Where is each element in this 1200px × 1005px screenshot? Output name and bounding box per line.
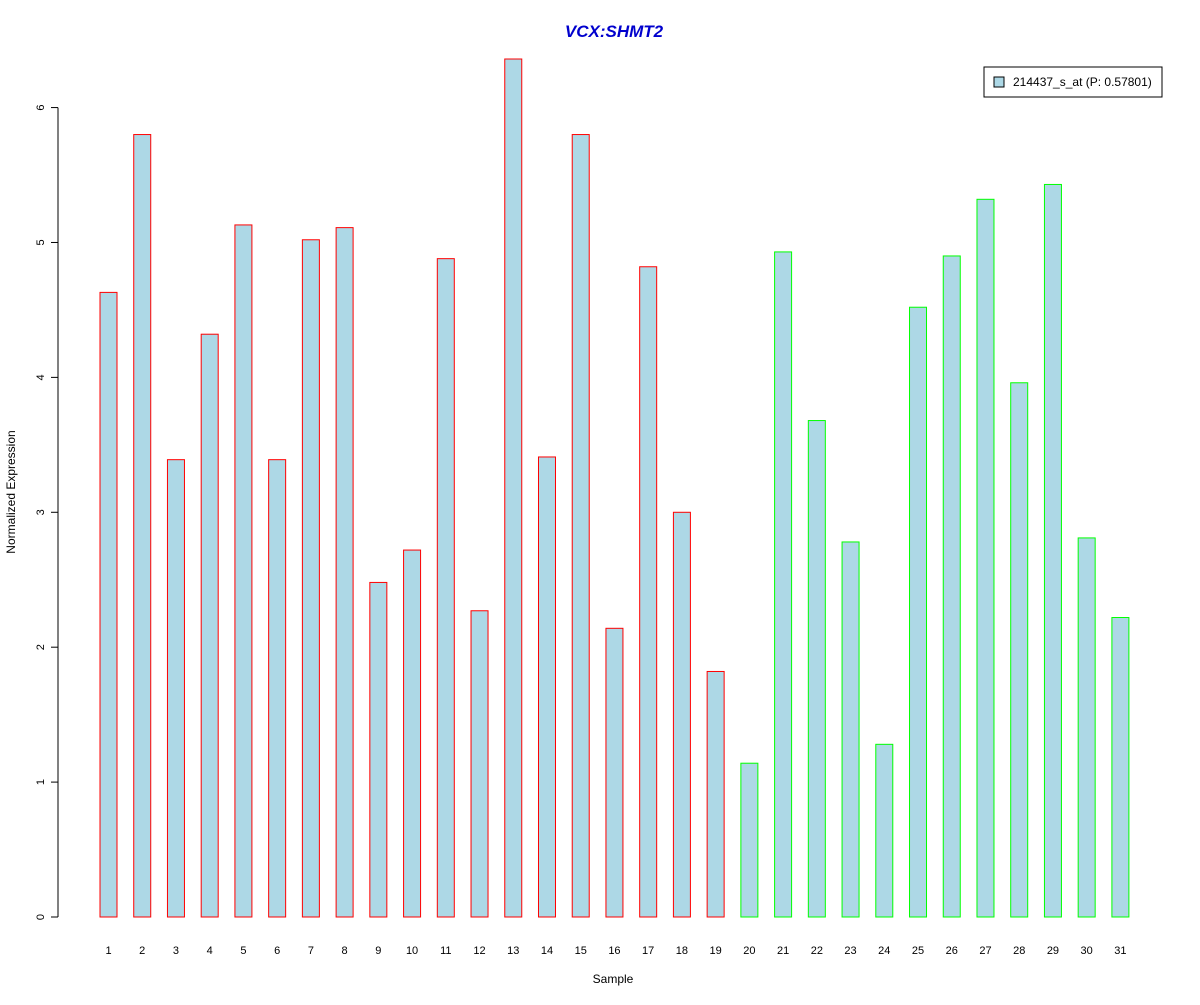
x-tick-label: 1 (105, 945, 111, 957)
y-tick-label: 3 (35, 509, 47, 515)
bar-sample-5 (235, 225, 252, 917)
x-tick-label: 16 (608, 945, 620, 957)
x-tick-label: 4 (207, 945, 213, 957)
x-tick-label: 22 (811, 945, 823, 957)
y-tick-label: 1 (35, 779, 47, 785)
y-tick-label: 0 (35, 914, 47, 920)
bar-sample-16 (606, 628, 623, 917)
legend: 214437_s_at (P: 0.57801) (984, 67, 1162, 97)
bar-sample-21 (775, 252, 792, 917)
bar-sample-26 (943, 256, 960, 917)
bar-sample-23 (842, 542, 859, 917)
bar-sample-30 (1078, 538, 1095, 917)
y-axis: 0 1 2 3 4 5 6 (35, 105, 58, 921)
bar-sample-31 (1112, 618, 1129, 917)
x-tick-label: 14 (541, 945, 553, 957)
x-tick-label: 13 (507, 945, 519, 957)
x-tick-label: 11 (440, 945, 451, 957)
x-tick-label: 6 (274, 945, 280, 957)
x-tick-label: 9 (375, 945, 381, 957)
x-tick-label: 3 (173, 945, 179, 957)
x-tick-label: 15 (575, 945, 587, 957)
x-axis-label: Sample (593, 972, 634, 986)
x-tick-label: 8 (342, 945, 348, 957)
bar-sample-4 (201, 334, 218, 917)
chart-title: VCX:SHMT2 (565, 22, 664, 41)
x-tick-label: 29 (1047, 945, 1059, 957)
chart-container: VCX:SHMT2 Normalized Expression Sample 0… (0, 0, 1200, 1000)
bar-chart: VCX:SHMT2 Normalized Expression Sample 0… (0, 0, 1200, 1000)
bar-sample-12 (471, 611, 488, 917)
bar-sample-13 (505, 59, 522, 917)
bar-sample-3 (167, 460, 184, 917)
bar-sample-24 (876, 744, 893, 917)
bar-sample-22 (808, 421, 825, 917)
bar-sample-9 (370, 582, 387, 917)
bar-sample-6 (269, 460, 286, 917)
bar-sample-1 (100, 292, 117, 917)
bar-sample-10 (404, 550, 421, 917)
bar-sample-15 (572, 135, 589, 917)
bar-sample-27 (977, 199, 994, 917)
x-tick-labels: 1 2 3 4 5 6 7 8 9 10 11 12 13 14 15 16 17 18 19 20 21 22 23 24 2… (105, 945, 1126, 957)
x-tick-label: 12 (473, 945, 485, 957)
bar-sample-8 (336, 228, 353, 917)
x-tick-label: 25 (912, 945, 924, 957)
legend-label: 214437_s_at (P: 0.57801) (1013, 75, 1152, 89)
x-tick-label: 26 (946, 945, 958, 957)
x-tick-label: 28 (1013, 945, 1025, 957)
bar-sample-17 (640, 267, 657, 917)
bar-sample-29 (1044, 184, 1061, 917)
bar-sample-20 (741, 763, 758, 917)
x-tick-label: 24 (878, 945, 890, 957)
bar-sample-2 (134, 135, 151, 917)
legend-swatch (994, 77, 1004, 87)
x-tick-label: 17 (642, 945, 654, 957)
x-tick-label: 21 (777, 945, 789, 957)
bar-sample-7 (302, 240, 319, 917)
bar-sample-28 (1011, 383, 1028, 917)
x-tick-label: 7 (308, 945, 314, 957)
y-tick-label: 5 (35, 239, 47, 245)
bar-sample-18 (673, 512, 690, 917)
x-tick-label: 31 (1114, 945, 1126, 957)
x-tick-label: 27 (979, 945, 991, 957)
bars-group (100, 59, 1129, 917)
x-tick-label: 20 (743, 945, 755, 957)
bar-sample-11 (437, 259, 454, 917)
x-tick-label: 18 (676, 945, 688, 957)
y-tick-label: 2 (35, 644, 47, 650)
bar-sample-19 (707, 671, 724, 917)
y-tick-label: 6 (35, 105, 47, 111)
x-tick-label: 10 (406, 945, 418, 957)
bar-sample-14 (538, 457, 555, 917)
y-axis-label: Normalized Expression (4, 430, 18, 553)
x-tick-label: 23 (844, 945, 856, 957)
x-tick-label: 30 (1081, 945, 1093, 957)
bar-sample-25 (910, 307, 927, 917)
y-tick-label: 4 (35, 374, 47, 380)
x-tick-label: 19 (710, 945, 722, 957)
x-tick-label: 2 (139, 945, 145, 957)
x-tick-label: 5 (240, 945, 246, 957)
